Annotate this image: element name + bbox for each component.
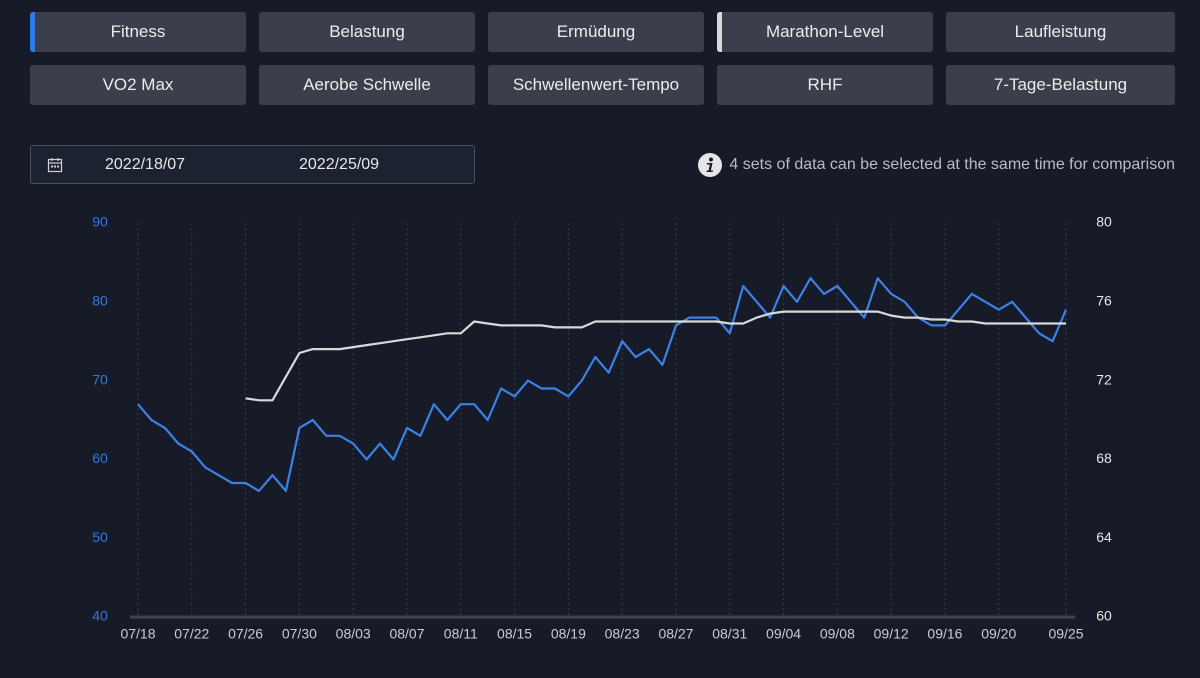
x-tick-label: 09/04 — [766, 626, 801, 642]
y-tick-label: 80 — [92, 293, 108, 309]
x-tick-label: 07/22 — [174, 626, 209, 642]
y2-tick-label: 64 — [1096, 529, 1112, 545]
series-button[interactable]: Ermüdung — [488, 12, 704, 52]
button-label: Laufleistung — [1014, 22, 1107, 41]
start-date: 2022/18/07 — [105, 156, 186, 173]
x-tick-label: 09/12 — [874, 626, 909, 642]
series-button[interactable]: 7-Tage-Belastung — [946, 65, 1175, 105]
button-label: Belastung — [329, 22, 405, 41]
x-tick-label: 08/23 — [605, 626, 640, 642]
button-label: RHF — [807, 75, 843, 94]
x-tick-label: 09/16 — [927, 626, 962, 642]
y-tick-label: 40 — [92, 608, 108, 624]
y2-tick-label: 60 — [1096, 608, 1112, 624]
x-tick-label: 07/26 — [228, 626, 263, 642]
x-tick-label: 09/08 — [820, 626, 855, 642]
button-label: Schwellenwert-Tempo — [512, 75, 680, 94]
x-tick-label: 08/19 — [551, 626, 586, 642]
y2-tick-label: 80 — [1096, 214, 1112, 230]
series-button[interactable]: Laufleistung — [946, 12, 1175, 52]
x-tick-label: 09/25 — [1048, 626, 1083, 642]
date-range[interactable]: 2022/18/07 2022/25/09 — [30, 145, 475, 184]
button-label: 7-Tage-Belastung — [993, 75, 1128, 94]
info-text: 4 sets of data can be selected at the sa… — [729, 156, 1175, 173]
info-icon — [698, 153, 723, 177]
series-line — [245, 310, 1066, 402]
x-tick-label: 09/20 — [981, 626, 1016, 642]
series-button[interactable]: RHF — [717, 65, 933, 105]
y-tick-label: 50 — [92, 529, 108, 545]
end-date: 2022/25/09 — [299, 156, 380, 173]
x-tick-label: 07/30 — [282, 626, 317, 642]
series-button[interactable]: Marathon-Level — [717, 12, 933, 52]
selected-marker — [30, 12, 35, 52]
button-label: VO2 Max — [102, 75, 174, 94]
series-button[interactable]: Aerobe Schwelle — [259, 65, 475, 105]
y-tick-label: 90 — [92, 214, 108, 230]
series-button[interactable]: Fitness — [30, 12, 246, 52]
x-tick-label: 08/03 — [336, 626, 371, 642]
x-tick-label: 07/18 — [120, 626, 155, 642]
x-tick-label: 08/15 — [497, 626, 532, 642]
x-tick-label: 08/27 — [658, 626, 693, 642]
x-tick-label: 08/31 — [712, 626, 747, 642]
calendar-icon — [47, 158, 63, 173]
info-note: 4 sets of data can be selected at the sa… — [697, 152, 1175, 178]
x-tick-label: 08/07 — [389, 626, 424, 642]
x-tick-label: 08/11 — [444, 626, 478, 642]
series-button[interactable]: Schwellenwert-Tempo — [488, 65, 704, 105]
button-label: Ermüdung — [556, 22, 636, 41]
selected-marker — [717, 12, 722, 52]
button-label: Fitness — [110, 22, 166, 41]
y-tick-label: 70 — [92, 371, 108, 387]
button-label: Marathon-Level — [765, 22, 885, 41]
y2-tick-label: 76 — [1096, 293, 1112, 309]
series-button[interactable]: VO2 Max — [30, 65, 246, 105]
y-tick-label: 60 — [92, 450, 108, 466]
series-button[interactable]: Belastung — [259, 12, 475, 52]
button-label: Aerobe Schwelle — [303, 75, 431, 94]
series-line — [137, 277, 1068, 492]
y2-tick-label: 68 — [1096, 450, 1112, 466]
y2-tick-label: 72 — [1096, 371, 1112, 387]
